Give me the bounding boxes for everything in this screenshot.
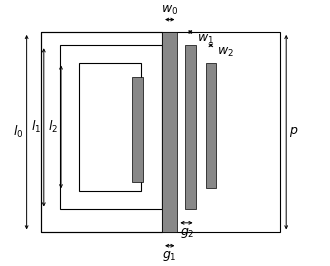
- Text: $p$: $p$: [289, 125, 298, 139]
- Text: $g_2$: $g_2$: [180, 226, 195, 240]
- Bar: [206, 63, 215, 189]
- Text: $g_1$: $g_1$: [162, 249, 177, 263]
- Text: $w_2$: $w_2$: [217, 46, 234, 59]
- Bar: [185, 45, 196, 209]
- Bar: [79, 63, 141, 191]
- Text: $w_1$: $w_1$: [197, 33, 215, 46]
- Bar: [41, 32, 280, 232]
- Bar: [132, 77, 143, 182]
- Bar: [162, 32, 178, 232]
- Bar: [41, 32, 162, 232]
- Text: $w_0$: $w_0$: [161, 4, 179, 17]
- Text: $l_1$: $l_1$: [31, 119, 41, 135]
- Text: $l_0$: $l_0$: [13, 124, 24, 140]
- Bar: [60, 45, 162, 209]
- Text: $l_2$: $l_2$: [48, 119, 58, 135]
